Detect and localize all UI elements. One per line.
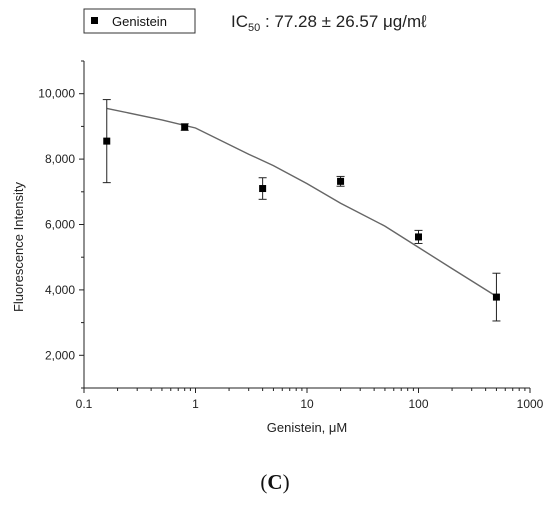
legend-entry-genistein: Genistein [112,14,167,29]
x-tick-label: 1 [192,397,199,411]
panel-label-letter: C [267,470,283,494]
panel-label-open: ( [260,470,268,494]
panel-label: (C) [0,470,550,495]
data-point [180,123,189,131]
marker-square [181,123,189,131]
data-points [102,99,501,322]
y-ticks: 2,000 4,000 6,000 8,000 10,000 [38,60,84,389]
data-point [414,229,423,244]
marker-square [415,233,422,241]
y-tick-label: 8,000 [45,152,75,166]
y-axis-label: Fluorescence Intensity [11,181,26,312]
legend-box [83,8,196,34]
marker-square [337,177,345,185]
data-point [102,99,111,184]
legend: Genistein [83,8,196,34]
marker-square [103,137,111,145]
y-tick-label: 4,000 [45,283,75,297]
x-ticks: 0.1 1 10 100 1000 [76,388,544,411]
fit-curve [106,107,497,297]
ic50-annotation: IC50 : 77.28 ± 26.57 μg/mℓ [231,12,427,34]
marker-square [259,185,267,193]
data-point [336,175,345,187]
ic50-prefix: IC [231,12,248,31]
data-point [258,177,267,200]
x-tick-label: 10 [300,397,314,411]
x-tick-label: 0.1 [76,397,93,411]
y-tick-label: 10,000 [38,87,75,101]
x-axis-label: Genistein, μM [267,420,347,435]
marker-square [492,293,500,301]
panel-label-close: ) [282,470,290,494]
chart: Genistein IC50 : 77.28 ± 26.57 μg/mℓ 2,0… [11,8,544,435]
y-tick-label: 2,000 [45,348,75,362]
data-point [492,272,501,322]
x-tick-label: 100 [408,397,428,411]
ic50-subscript: 50 [248,22,260,34]
legend-marker [91,17,98,24]
axes [83,61,530,389]
y-tick-label: 6,000 [45,218,75,232]
ic50-value: : 77.28 ± 26.57 μg/mℓ [260,12,427,31]
x-tick-label: 1000 [517,397,544,411]
